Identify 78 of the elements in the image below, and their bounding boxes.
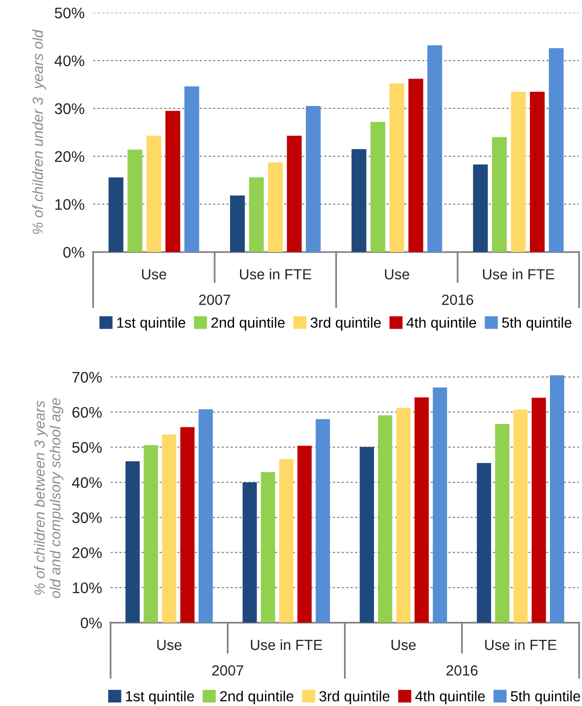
bar <box>427 45 442 252</box>
bar <box>286 136 302 252</box>
y-tick-label: 50% <box>72 442 102 453</box>
x-tick-label: Use <box>142 269 166 280</box>
bar <box>268 162 283 252</box>
bar <box>378 415 392 623</box>
y-tick-label: 0% <box>80 618 102 628</box>
y-axis-title: % of children under 3 years old <box>32 29 46 234</box>
bar <box>408 78 424 252</box>
x-tick-label: Use in FTE <box>240 268 312 280</box>
bar <box>510 92 526 252</box>
bar <box>260 472 276 623</box>
legend-label: 1st quintile <box>117 317 186 331</box>
bar <box>230 196 245 252</box>
bar <box>128 150 142 252</box>
y-tick-label: 20% <box>72 547 102 558</box>
bar <box>165 110 180 252</box>
bar <box>492 137 507 252</box>
legend-label: 3rd quintile <box>319 690 390 704</box>
bar <box>360 446 374 623</box>
bar <box>144 445 158 623</box>
text: 2016 <box>446 665 478 676</box>
text: 2007 <box>199 294 230 305</box>
bar <box>125 461 140 623</box>
legend-label: 4th quintile <box>406 317 476 331</box>
legend-label: 2nd quintile <box>220 690 294 704</box>
bar <box>414 397 429 623</box>
y-tick-label: 70% <box>72 372 102 383</box>
bar <box>396 408 411 623</box>
bar <box>370 122 386 252</box>
legend-label: 5th quintile <box>502 317 572 331</box>
legend-label: 3rd quintile <box>310 317 381 331</box>
bar <box>146 136 162 252</box>
bar <box>316 419 330 623</box>
bar <box>532 398 546 623</box>
legend-label: 1st quintile <box>126 690 194 704</box>
bar <box>184 86 200 252</box>
x-tick-label: Use <box>157 640 182 650</box>
y-tick-label: 10% <box>55 199 84 210</box>
bar <box>198 409 213 623</box>
bar <box>306 106 321 252</box>
x-tick-label: Use in FTE <box>485 639 556 650</box>
x-tick-label: Use in FTE <box>483 268 554 280</box>
x-tick-label: Use <box>385 269 410 280</box>
y-tick-label: 50% <box>54 8 84 18</box>
bar <box>495 424 510 623</box>
bar <box>432 388 448 623</box>
text: 2007 <box>212 665 244 676</box>
x-tick-label: Use <box>392 640 416 650</box>
bar <box>550 375 564 623</box>
text: 2016 <box>442 294 474 305</box>
bar <box>180 427 195 623</box>
bar <box>242 482 257 623</box>
y-tick-label: 20% <box>54 151 84 162</box>
bar <box>389 84 404 252</box>
bar <box>279 459 294 623</box>
bar <box>352 149 366 252</box>
x-tick-label: Use in FTE <box>250 639 322 650</box>
y-tick-label: 30% <box>72 512 102 524</box>
bar <box>249 177 264 252</box>
bar <box>530 92 545 252</box>
legend-label: 5th quintile <box>510 690 580 704</box>
y-axis-title: % of children between 3 years old and compulsory school age <box>34 398 64 598</box>
bar <box>108 177 124 252</box>
bar <box>297 446 312 623</box>
legend-label: 4th quintile <box>415 690 485 704</box>
bar <box>162 434 176 623</box>
y-tick-label: 30% <box>54 103 84 114</box>
bar <box>513 410 528 623</box>
y-tick-label: 40% <box>72 477 102 488</box>
bar <box>476 462 492 623</box>
y-tick-label: 0% <box>63 246 84 258</box>
y-tick-label: 10% <box>72 582 102 594</box>
legend-label: 2nd quintile <box>211 317 285 331</box>
y-tick-label: 40% <box>54 55 84 66</box>
bar <box>548 48 564 252</box>
bar <box>473 164 488 252</box>
y-tick-label: 60% <box>72 406 102 418</box>
